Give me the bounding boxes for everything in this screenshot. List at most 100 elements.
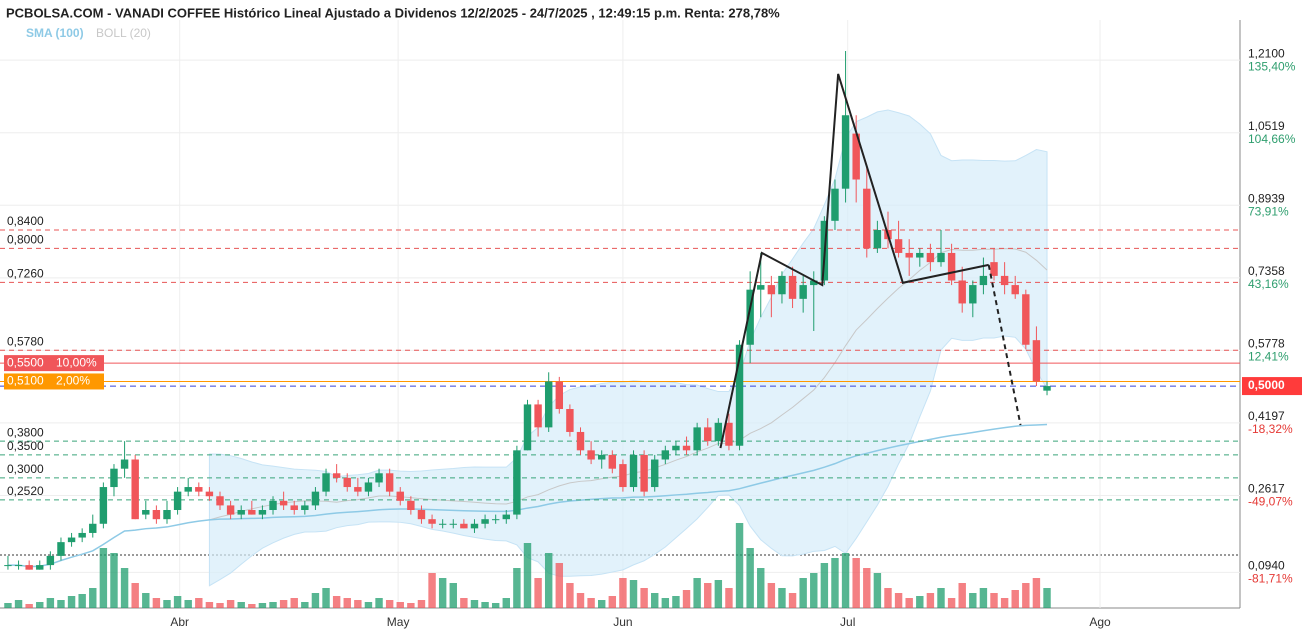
candle-body bbox=[619, 464, 627, 488]
candle-body bbox=[226, 505, 235, 515]
volume-bar bbox=[767, 583, 776, 608]
candle-body bbox=[438, 523, 447, 525]
candle-body bbox=[926, 252, 935, 263]
volume-bar bbox=[597, 600, 606, 608]
candle-body bbox=[566, 409, 574, 432]
volume-bar bbox=[322, 588, 330, 608]
volume-bar bbox=[89, 588, 97, 608]
volume-bar bbox=[810, 573, 818, 608]
y-tick-pct: -18,32% bbox=[1248, 422, 1293, 436]
volume-bar bbox=[343, 598, 351, 608]
candle-body bbox=[417, 510, 426, 520]
volume-bar bbox=[905, 598, 913, 608]
volume-bar bbox=[661, 598, 670, 608]
candle-body bbox=[120, 459, 129, 469]
volume-bar bbox=[841, 553, 850, 608]
trendline-projection bbox=[987, 264, 1022, 426]
candle-body bbox=[449, 523, 457, 525]
candle-body bbox=[937, 252, 945, 263]
candle-body bbox=[502, 514, 510, 520]
volume-bar bbox=[110, 553, 118, 608]
volume-bar bbox=[14, 600, 23, 608]
y-tick-label: 0,5778 bbox=[1248, 337, 1285, 351]
volume-bar bbox=[332, 596, 341, 608]
volume-bar bbox=[279, 600, 288, 608]
candle-body bbox=[1022, 294, 1030, 345]
level-label: 0,3800 bbox=[7, 425, 44, 439]
x-tick-label: Ago bbox=[1089, 615, 1111, 629]
volume-bar bbox=[290, 598, 298, 608]
candle-body bbox=[544, 381, 553, 428]
y-tick-label: 0,2617 bbox=[1248, 482, 1285, 496]
candle-body bbox=[195, 487, 203, 492]
candle-body bbox=[979, 275, 988, 286]
volume-bar bbox=[725, 588, 733, 608]
y-tick-pct: 135,40% bbox=[1248, 59, 1296, 73]
volume-bar bbox=[491, 603, 500, 608]
candle-body bbox=[714, 422, 723, 442]
volume-bar bbox=[385, 600, 394, 608]
candle-body bbox=[587, 450, 595, 460]
volume-bar bbox=[4, 603, 12, 608]
volume-bar bbox=[36, 602, 44, 608]
volume-bar bbox=[746, 548, 754, 608]
candle-body bbox=[608, 454, 617, 469]
volume-bar bbox=[693, 578, 701, 608]
volume-bar bbox=[99, 548, 108, 608]
volume-bar bbox=[460, 598, 468, 608]
candle-body bbox=[661, 450, 670, 460]
candle-body bbox=[322, 473, 330, 492]
volume-bar bbox=[608, 596, 617, 608]
volume-bar bbox=[640, 588, 648, 608]
volume-bar bbox=[523, 543, 532, 608]
level-label: 0,5500 bbox=[7, 355, 44, 369]
candle-body bbox=[99, 487, 108, 524]
volume-bar bbox=[958, 583, 966, 608]
candle-body bbox=[36, 565, 44, 570]
candle-body bbox=[89, 523, 97, 533]
volume-bar bbox=[873, 573, 882, 608]
volume-bar bbox=[863, 568, 871, 608]
volume-bar bbox=[216, 603, 224, 608]
volume-bar bbox=[534, 578, 542, 608]
volume-bar bbox=[195, 598, 203, 608]
volume-bar bbox=[237, 602, 245, 608]
candle-body bbox=[343, 477, 351, 488]
candle-body bbox=[428, 519, 436, 524]
volume-bar bbox=[375, 598, 383, 608]
candle-body bbox=[852, 133, 860, 180]
candle-body bbox=[757, 285, 765, 290]
candle-body bbox=[248, 510, 256, 515]
candle-body bbox=[767, 285, 776, 295]
volume-bar bbox=[57, 600, 65, 608]
volume-bar bbox=[131, 583, 139, 608]
candle-body bbox=[78, 532, 86, 538]
volume-bar bbox=[46, 598, 55, 608]
x-tick-label: Abr bbox=[170, 615, 189, 629]
volume-bar bbox=[428, 573, 436, 608]
level-tag-bg bbox=[4, 355, 104, 372]
candle-body bbox=[237, 510, 245, 515]
level-tag-bg bbox=[4, 373, 104, 390]
volume-bar bbox=[407, 603, 415, 608]
volume-bar bbox=[1000, 598, 1009, 608]
candle-body bbox=[1000, 275, 1009, 286]
candle-body bbox=[4, 565, 12, 567]
candle-body bbox=[407, 500, 415, 510]
volume-bar bbox=[1011, 590, 1019, 608]
candle-body bbox=[258, 510, 267, 515]
volume-bar bbox=[248, 604, 256, 608]
volume-bar bbox=[619, 578, 627, 608]
x-tick-label: Jun bbox=[613, 615, 632, 629]
last-price-bg bbox=[1242, 377, 1302, 396]
volume-bar bbox=[205, 602, 214, 608]
level-label: 0,5100 bbox=[7, 374, 44, 388]
candle-body bbox=[990, 262, 998, 276]
volume-bar bbox=[120, 568, 129, 608]
volume-bar bbox=[884, 588, 892, 608]
level-label: 0,3000 bbox=[7, 462, 44, 476]
volume-bar bbox=[916, 596, 924, 608]
candle-body bbox=[57, 542, 65, 556]
candle-body bbox=[523, 404, 532, 451]
